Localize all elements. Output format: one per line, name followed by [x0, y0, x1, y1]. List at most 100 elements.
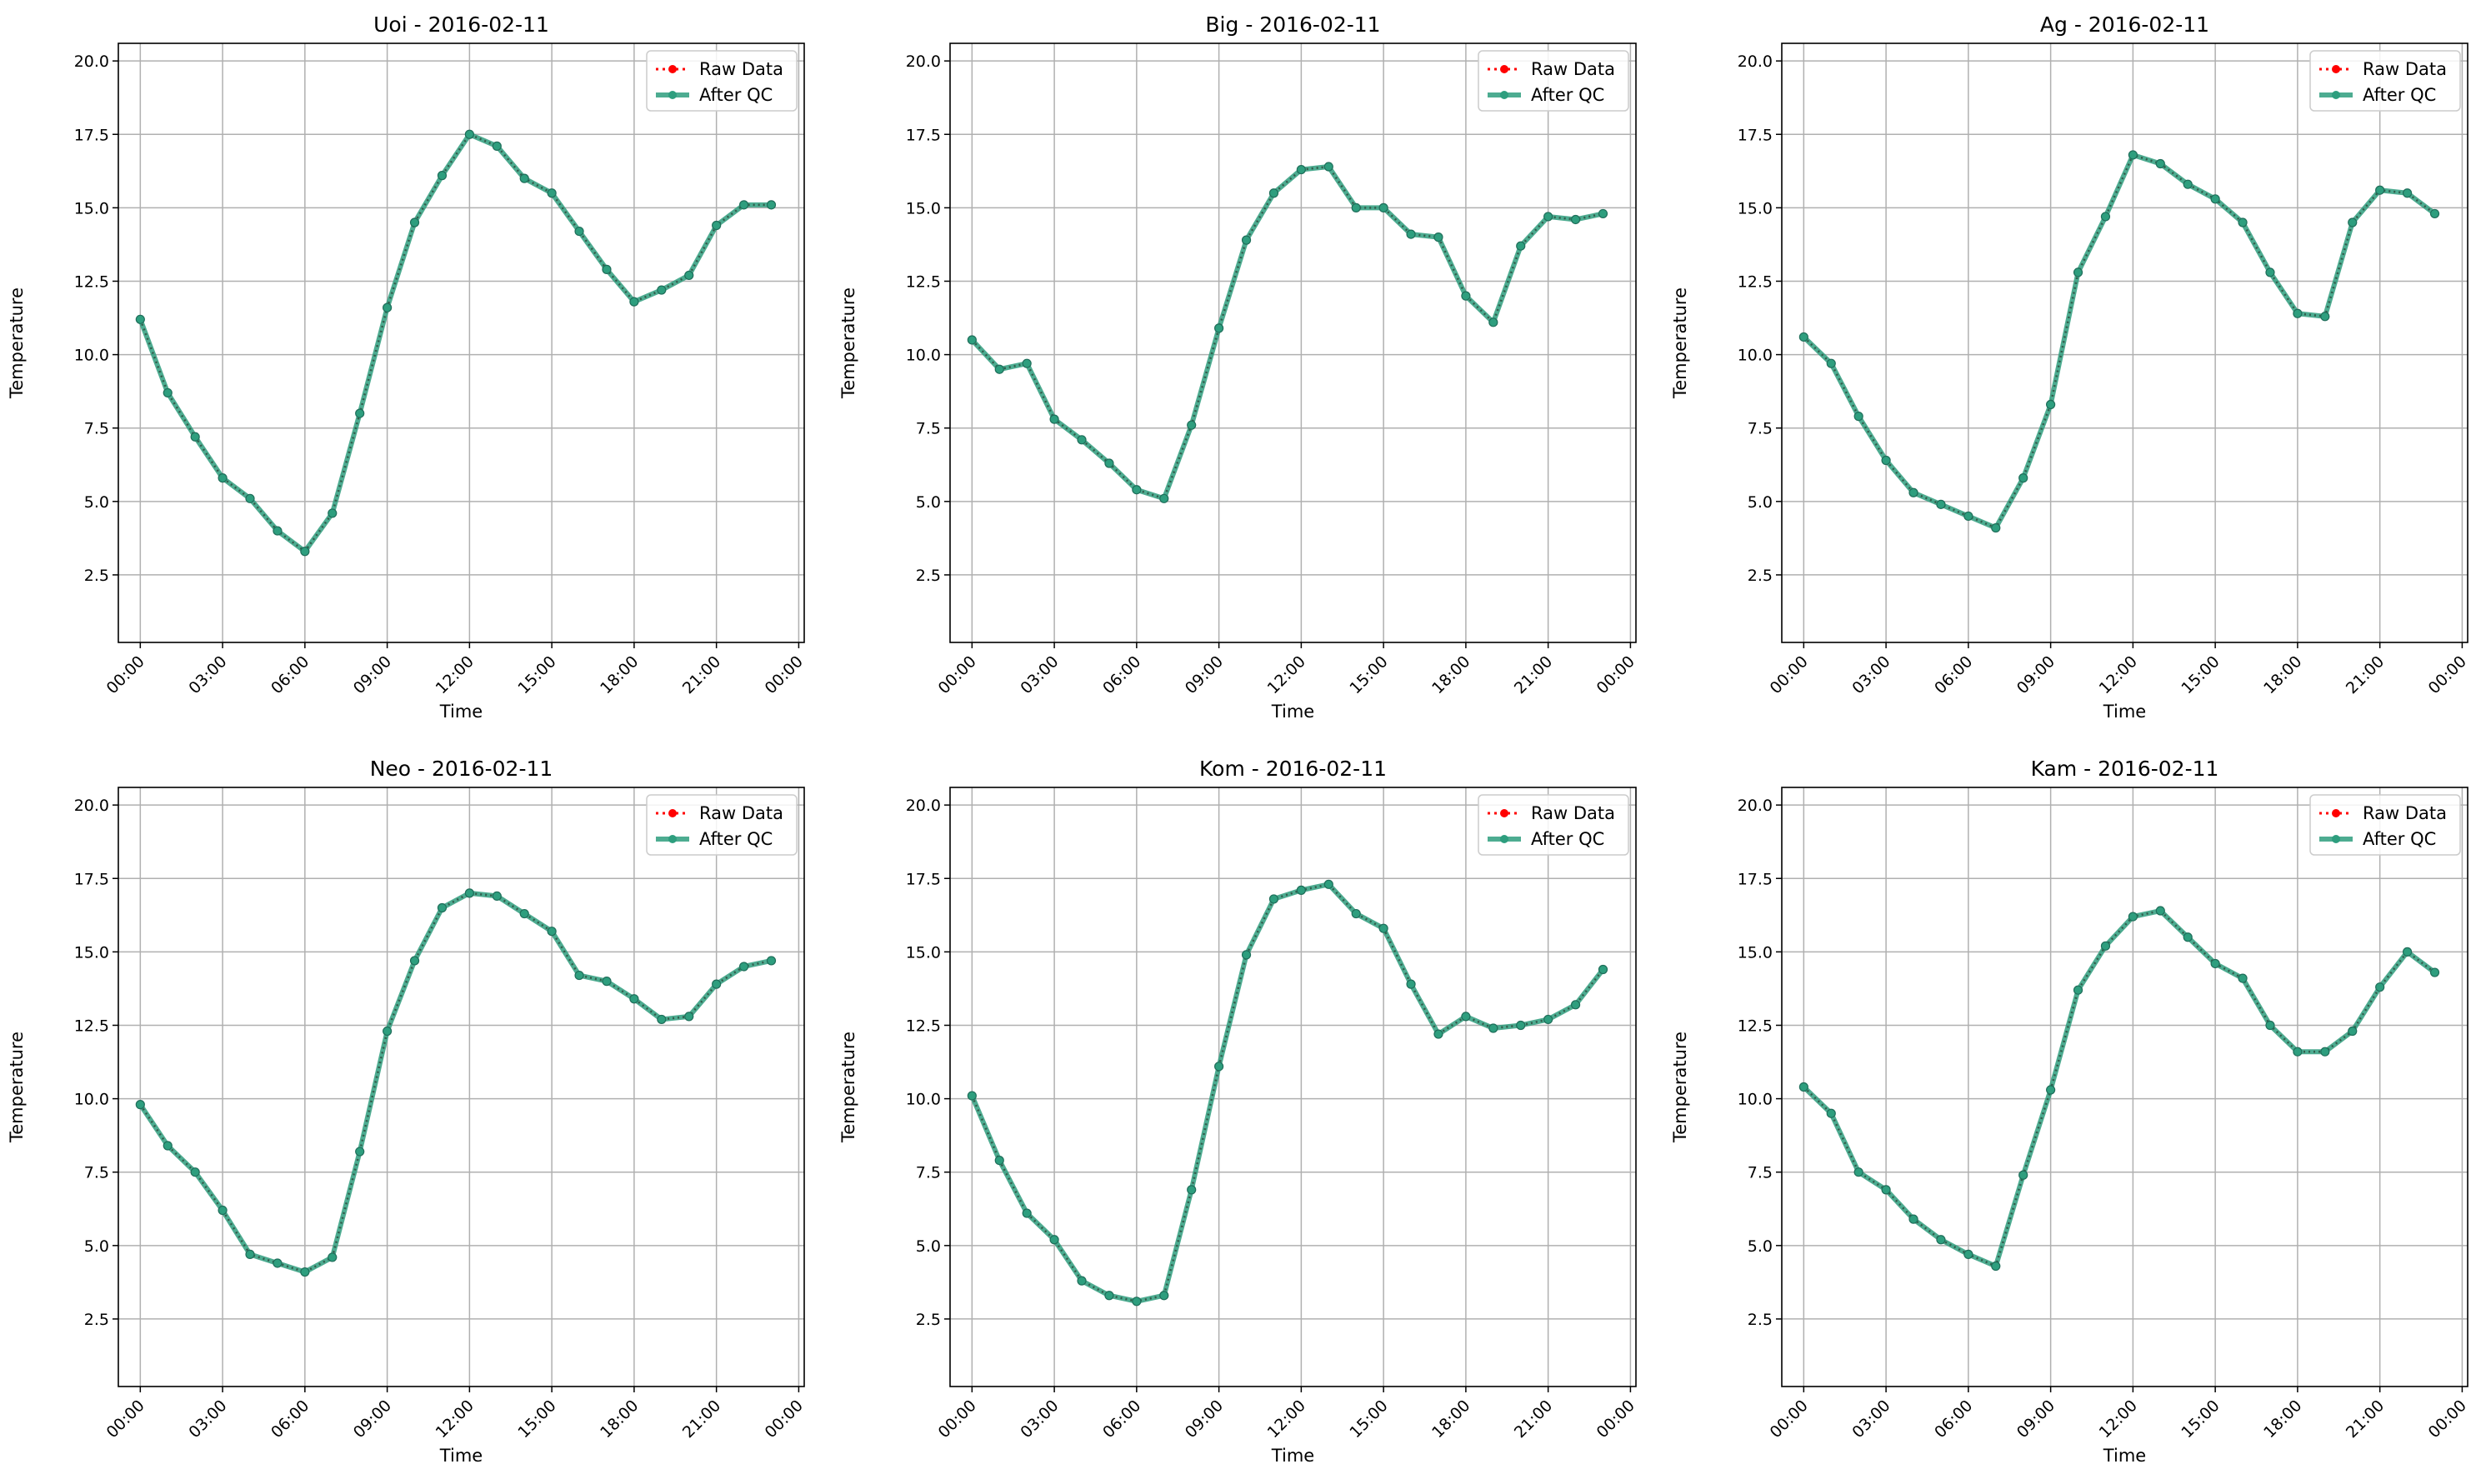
after-qc-point — [464, 129, 474, 139]
after-qc-point — [2046, 399, 2056, 410]
after-qc-point — [300, 1267, 310, 1277]
after-qc-point — [1598, 964, 1608, 975]
x-tick-label: 21:00 — [2343, 652, 2388, 697]
after-qc-point — [2265, 1020, 2275, 1031]
x-tick-label: 03:00 — [1017, 652, 1062, 697]
after-qc-point — [994, 364, 1004, 374]
after-qc-point — [519, 908, 529, 919]
after-qc-point — [967, 1091, 977, 1101]
after-qc-point — [2320, 1047, 2330, 1057]
after-qc-point — [2210, 958, 2220, 969]
after-qc-point — [967, 335, 977, 345]
after-qc-point — [2155, 158, 2165, 169]
chart-title: Kam - 2016-02-11 — [2031, 757, 2219, 781]
after-qc-point — [1908, 487, 1918, 497]
x-tick-label: 15:00 — [514, 652, 559, 697]
legend: Raw Data After QC — [2309, 794, 2461, 856]
x-tick-label: 21:00 — [679, 1397, 724, 1442]
legend: Raw Data After QC — [646, 794, 798, 856]
y-tick-label: 20.0 — [906, 797, 941, 815]
after-qc-point — [1570, 1000, 1581, 1010]
after-qc-point — [1214, 323, 1224, 333]
y-tick-label: 5.0 — [916, 1237, 941, 1256]
after-qc-point — [2100, 941, 2111, 951]
y-tick-label: 20.0 — [1738, 797, 1773, 815]
x-tick-label: 03:00 — [1848, 652, 1893, 697]
after-qc-point — [1516, 1020, 1526, 1031]
x-tick-label: 09:00 — [2013, 1397, 2058, 1442]
y-tick-label: 10.0 — [74, 347, 109, 365]
after-qc-point — [1826, 1108, 1836, 1118]
after-qc-point — [1963, 1249, 1973, 1259]
y-tick-label: 5.0 — [84, 493, 109, 512]
after-qc-point — [1159, 1291, 1169, 1301]
x-tick-label: 18:00 — [2260, 1397, 2305, 1442]
after-qc-point — [2402, 947, 2413, 957]
after-qc-point — [1187, 420, 1197, 430]
x-tick-label: 12:00 — [1264, 652, 1309, 697]
x-tick-label: 15:00 — [2178, 652, 2223, 697]
x-tick-label: 15:00 — [2178, 1397, 2223, 1442]
after-qc-point — [190, 1167, 200, 1177]
y-tick-label: 20.0 — [74, 52, 109, 71]
y-tick-label: 17.5 — [1738, 870, 1773, 888]
axes-frame — [949, 787, 1637, 1387]
y-axis-label: Temperature — [1670, 287, 1690, 399]
y-tick-label: 17.5 — [906, 870, 941, 888]
y-axis-label: Temperature — [1670, 1032, 1690, 1143]
x-tick-label: 15:00 — [1346, 1397, 1391, 1442]
after-qc-point — [2100, 212, 2111, 222]
y-tick-label: 15.0 — [1738, 199, 1773, 217]
x-axis-label: Time — [1271, 1446, 1314, 1466]
after-qc-point — [1826, 358, 1836, 368]
after-qc-point — [547, 927, 557, 937]
y-tick-label: 7.5 — [1748, 1164, 1773, 1182]
chart-panel: 00:00 03:00 06:00 09:00 12:00 15:00 18:00 21:00… — [7, 12, 807, 722]
axes-frame — [118, 787, 805, 1387]
chart-panel: 00:00 03:00 06:00 09:00 12:00 15:00 18:00 21:00… — [1670, 12, 2470, 722]
x-tick-label: 00:00 — [2425, 652, 2470, 697]
legend-raw-label: Raw Data — [699, 59, 783, 79]
chart-panel: 00:00 03:00 06:00 09:00 12:00 15:00 18:00 21:00… — [838, 12, 1638, 722]
after-qc-point — [245, 493, 255, 503]
after-qc-point — [2320, 312, 2330, 322]
x-tick-label: 21:00 — [2343, 1397, 2388, 1442]
after-qc-point — [1323, 879, 1333, 889]
x-tick-label: 00:00 — [935, 652, 980, 697]
after-qc-point — [1049, 1235, 1059, 1245]
after-qc-point — [135, 1100, 145, 1110]
after-qc-point — [300, 547, 310, 557]
x-tick-label: 06:00 — [1099, 1397, 1144, 1442]
y-axis-label: Temperature — [7, 287, 27, 399]
legend-qc-label: After QC — [2363, 829, 2436, 849]
legend-raw-marker — [668, 809, 677, 817]
after-qc-point — [135, 314, 145, 324]
y-tick-label: 2.5 — [1748, 1311, 1773, 1329]
after-qc-point — [1908, 1214, 1918, 1224]
legend-raw-marker — [668, 65, 677, 73]
legend-raw-marker — [1500, 809, 1508, 817]
x-axis-label: Time — [2103, 1446, 2146, 1466]
after-qc-point — [1378, 923, 1388, 933]
y-axis-label: Temperature — [838, 287, 858, 399]
after-qc-point — [1378, 202, 1388, 212]
x-tick-label: 21:00 — [1511, 652, 1556, 697]
after-qc-point — [383, 1026, 393, 1037]
after-qc-point — [1022, 358, 1032, 368]
plot-area — [118, 787, 804, 1387]
legend-raw-label: Raw Data — [1531, 59, 1615, 79]
y-tick-label: 7.5 — [84, 1164, 109, 1182]
after-qc-point — [492, 141, 502, 151]
raw-data-overlay — [1803, 909, 2436, 1267]
after-qc-point — [1936, 1235, 1946, 1245]
after-qc-point — [657, 285, 667, 295]
after-qc-point — [2348, 1026, 2358, 1037]
after-qc-point — [2375, 185, 2385, 195]
after-qc-point — [1214, 1062, 1224, 1072]
after-qc-point — [409, 956, 420, 966]
x-tick-label: 00:00 — [103, 1397, 148, 1442]
after-qc-point — [629, 297, 639, 307]
y-tick-label: 5.0 — [1748, 1237, 1773, 1256]
after-qc-point — [712, 979, 722, 989]
x-tick-label: 06:00 — [268, 1397, 313, 1442]
